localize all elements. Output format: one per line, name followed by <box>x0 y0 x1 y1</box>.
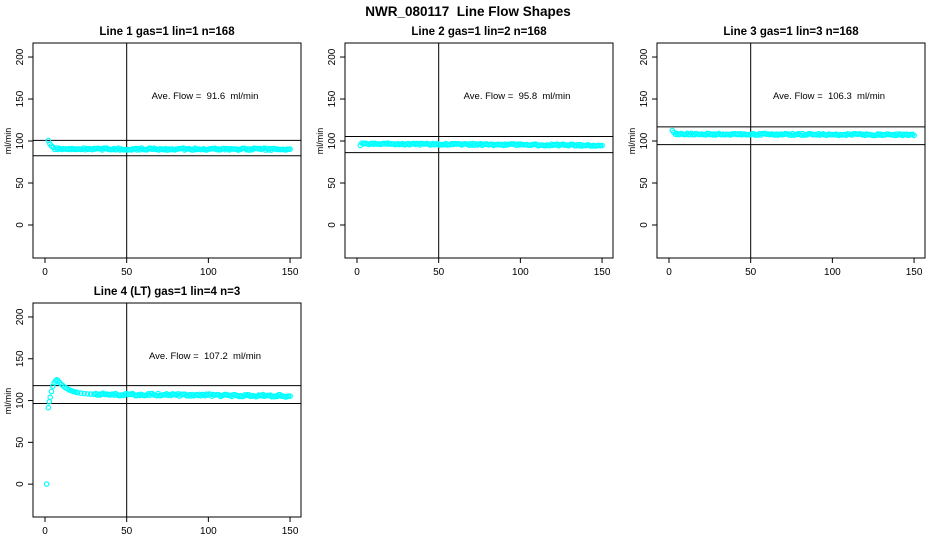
data-point <box>47 394 54 401</box>
data-point <box>599 142 605 149</box>
x-tick-label: 50 <box>121 267 133 278</box>
y-tick-label: 50 <box>327 177 338 189</box>
ave-flow-annotation-line-3: Ave. Flow = 106.3 ml/min <box>772 91 886 102</box>
panel-title-line-2: Line 2 gas=1 lin=2 n=168 <box>411 26 547 38</box>
x-tick-label: 50 <box>745 267 757 278</box>
x-tick-label: 100 <box>200 526 217 537</box>
plot-box <box>344 42 614 259</box>
reference-lines <box>345 43 613 258</box>
data-point <box>911 132 917 139</box>
ave-flow-annotation-line-1: Ave. Flow = 91.6 ml/min <box>151 91 259 102</box>
y-tick-label: 0 <box>15 222 26 228</box>
plot-canvas-line-3: 0 50 100 150 0 50 100 150 200 <box>639 42 926 278</box>
x-tick-label: 150 <box>282 267 299 278</box>
y-tick-label: 50 <box>15 436 26 448</box>
y-tick-label: 100 <box>327 132 338 149</box>
y-tick-label: 100 <box>15 392 26 409</box>
y-tick-label: 200 <box>15 48 26 65</box>
y-tick-label: 50 <box>15 177 26 189</box>
x-tick-label: 150 <box>282 526 299 537</box>
axes: 0 50 100 150 0 50 100 150 200 <box>639 42 926 278</box>
x-tick-label: 0 <box>42 267 48 278</box>
y-tick-label: 200 <box>15 308 26 325</box>
x-tick-label: 150 <box>594 267 611 278</box>
y-tick-label: 150 <box>327 90 338 107</box>
flow-points <box>45 137 293 153</box>
data-point <box>287 146 293 153</box>
data-point <box>45 404 52 411</box>
panel-title-line-1: Line 1 gas=1 lin=1 n=168 <box>99 26 235 38</box>
y-tick-label: 0 <box>639 222 650 228</box>
y-tick-label: 150 <box>15 350 26 367</box>
reference-lines <box>33 303 301 517</box>
plot-canvas-line-1: 0 50 100 150 0 50 100 150 200 <box>15 42 302 278</box>
y-tick-label: 0 <box>327 222 338 228</box>
x-tick-label: 0 <box>666 267 672 278</box>
panel-title-line-4: Line 4 (LT) gas=1 lin=4 n=3 <box>93 286 241 298</box>
y-tick-label: 150 <box>15 90 26 107</box>
x-tick-label: 100 <box>824 267 841 278</box>
y-tick-label: 100 <box>639 132 650 149</box>
plot-canvas-line-4: 0 50 100 150 0 50 100 150 200 <box>15 302 302 537</box>
x-tick-label: 100 <box>200 267 217 278</box>
plot-box <box>32 42 302 259</box>
y-tick-label: 50 <box>639 177 650 189</box>
data-point <box>43 481 50 487</box>
data-point <box>78 390 84 396</box>
x-tick-label: 0 <box>354 267 360 278</box>
plot-box <box>656 42 926 259</box>
axes: 0 50 100 150 0 50 100 150 200 <box>15 302 302 537</box>
page-title: NWR_080117 Line Flow Shapes <box>365 4 571 19</box>
reference-lines <box>657 43 925 258</box>
x-tick-label: 50 <box>433 267 445 278</box>
flow-points <box>669 127 917 139</box>
data-point <box>48 388 55 395</box>
ave-flow-annotation-line-2: Ave. Flow = 95.8 ml/min <box>463 91 571 102</box>
flow-points <box>43 377 293 487</box>
data-point <box>81 390 88 397</box>
data-point <box>87 391 94 397</box>
axes: 0 50 100 150 0 50 100 150 200 <box>15 42 302 278</box>
y-tick-label: 0 <box>15 481 26 487</box>
flow-points <box>357 140 605 149</box>
data-point <box>84 391 91 397</box>
axes: 0 50 100 150 0 50 100 150 200 <box>327 42 614 278</box>
data-point <box>287 393 293 400</box>
y-tick-label: 150 <box>639 90 650 107</box>
data-point <box>74 389 81 396</box>
x-tick-label: 150 <box>906 267 923 278</box>
x-tick-label: 100 <box>512 267 529 278</box>
x-tick-label: 50 <box>121 526 133 537</box>
x-tick-label: 0 <box>42 526 48 537</box>
y-tick-label: 100 <box>15 132 26 149</box>
panel-title-line-3: Line 3 gas=1 lin=3 n=168 <box>723 26 859 38</box>
ave-flow-annotation-line-4: Ave. Flow = 107.2 ml/min <box>148 351 262 362</box>
y-tick-label: 200 <box>639 48 650 65</box>
plot-canvas-line-2: 0 50 100 150 0 50 100 150 200 <box>327 42 614 278</box>
y-tick-label: 200 <box>327 48 338 65</box>
plot-box <box>32 302 302 518</box>
